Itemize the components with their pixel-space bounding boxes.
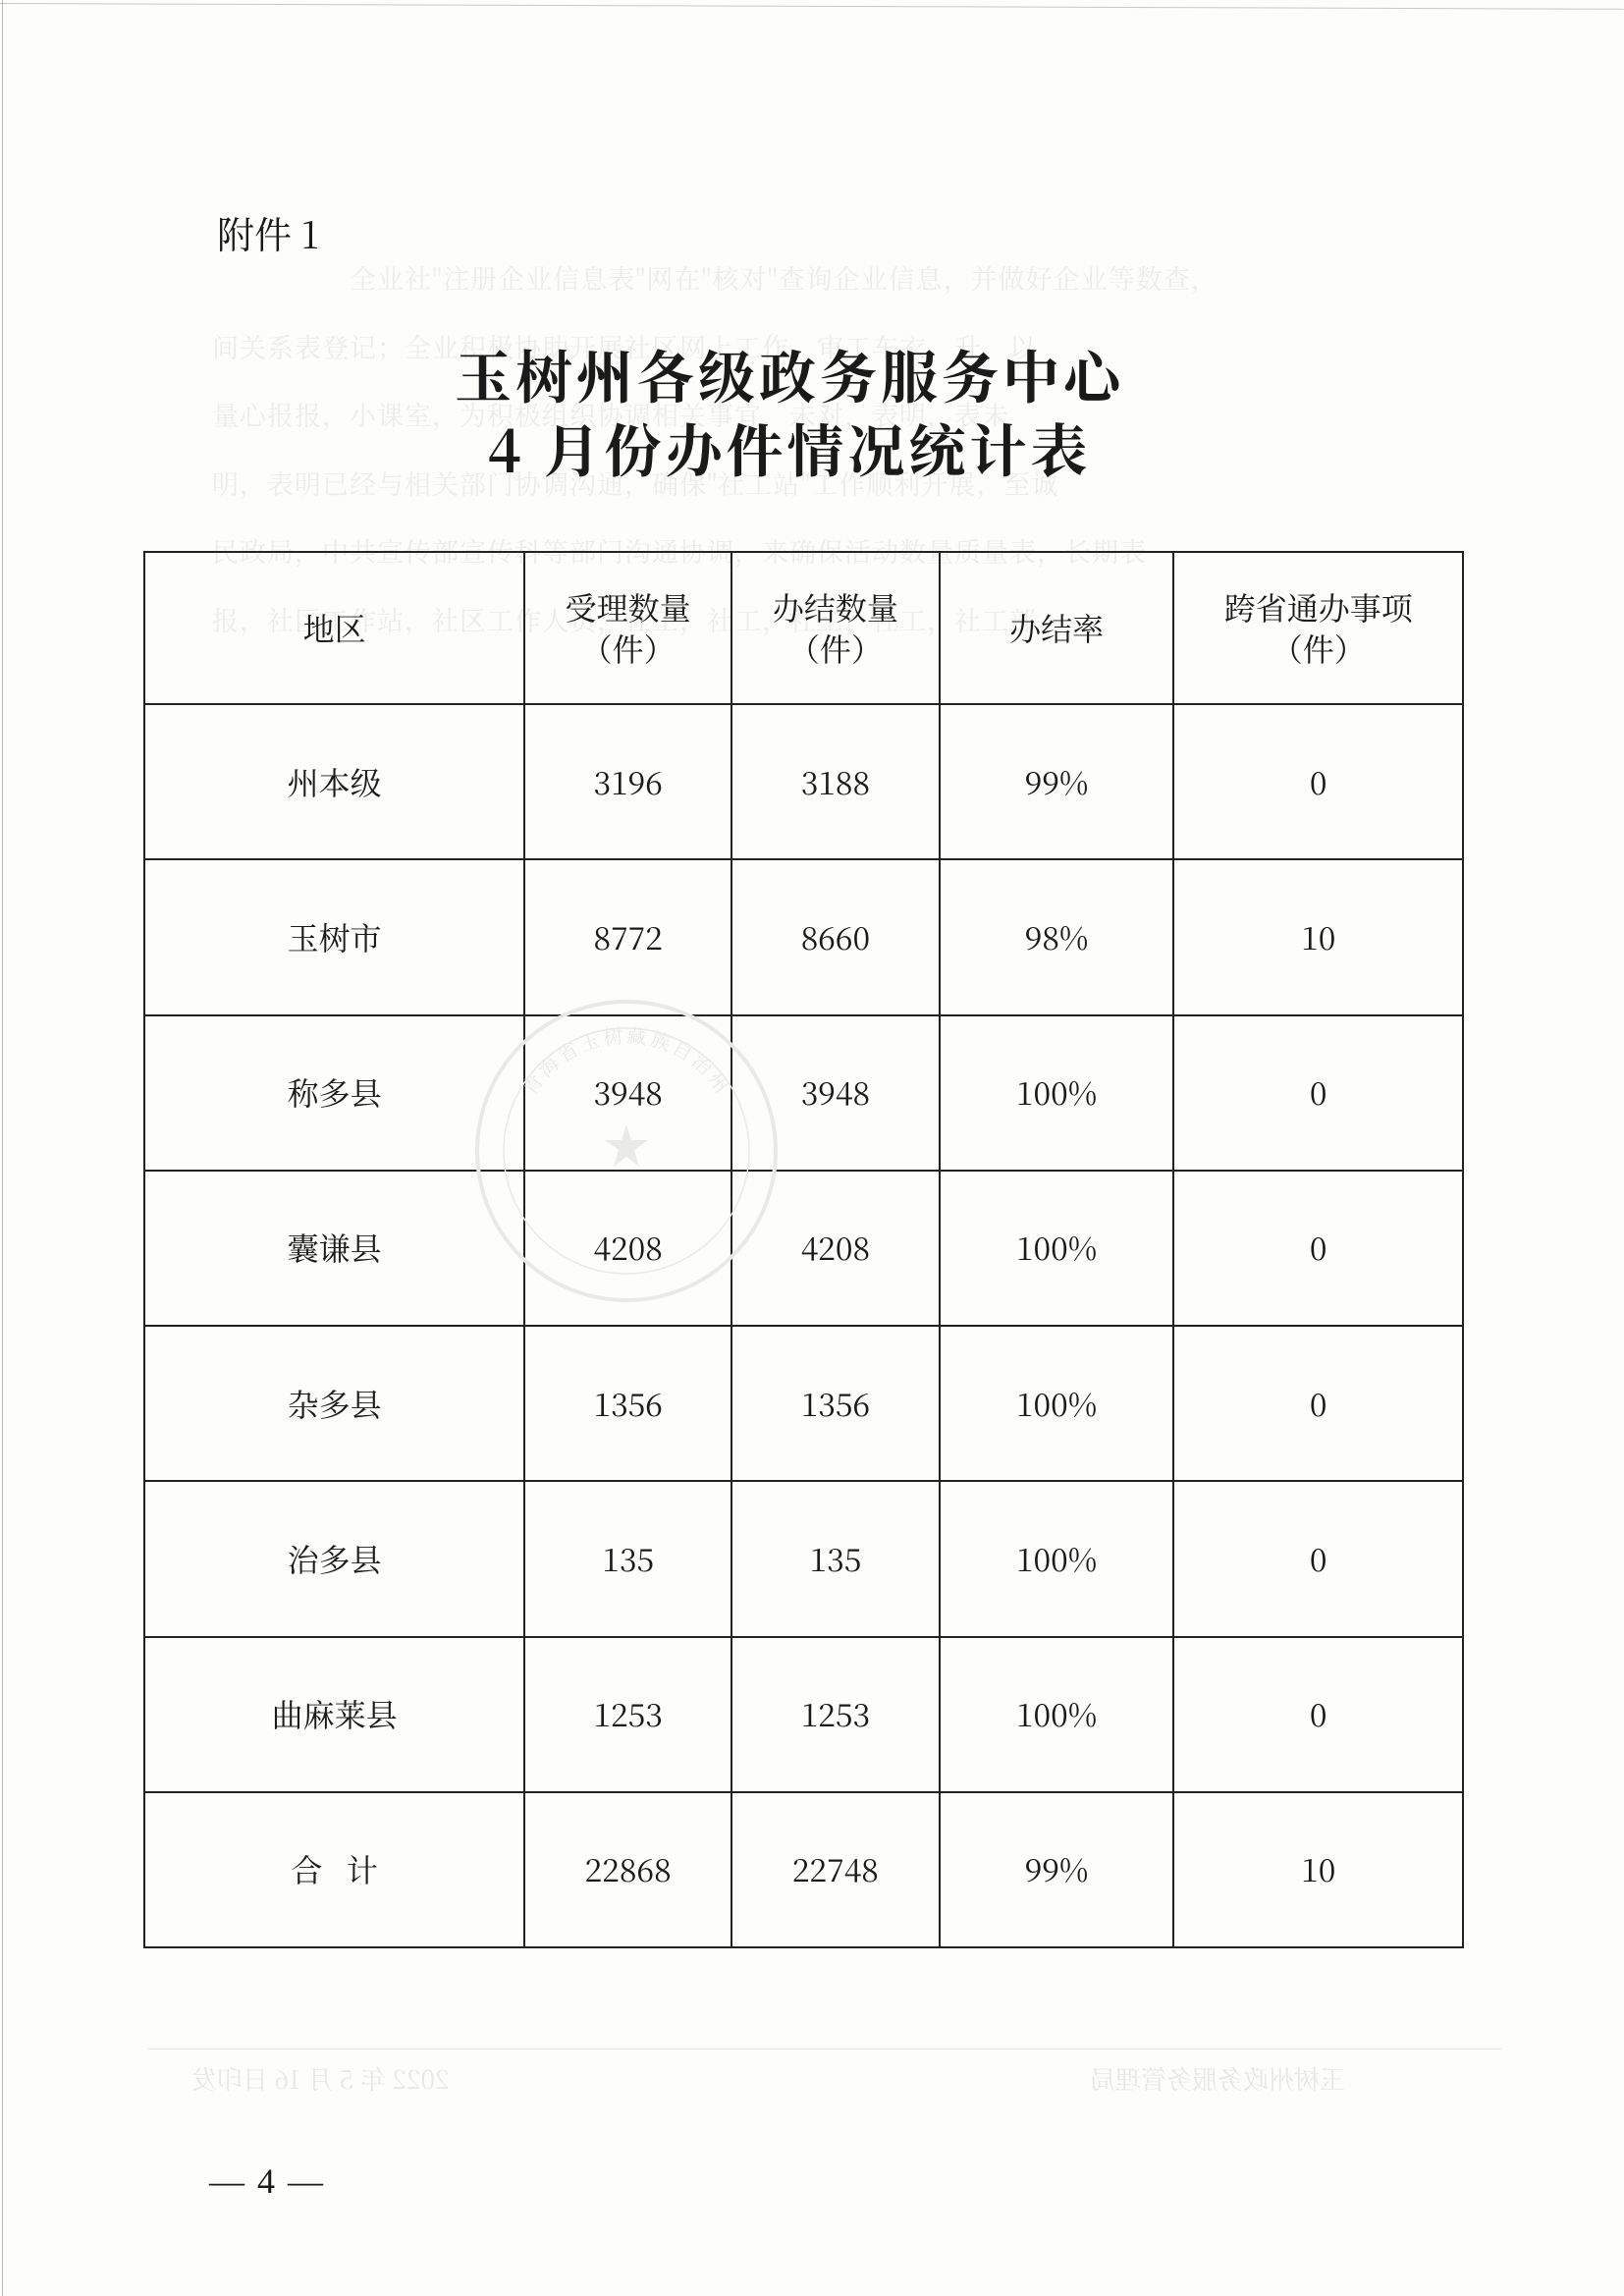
svg-text:青海省玉树藏族自治州: 青海省玉树藏族自治州 bbox=[514, 1020, 739, 1101]
